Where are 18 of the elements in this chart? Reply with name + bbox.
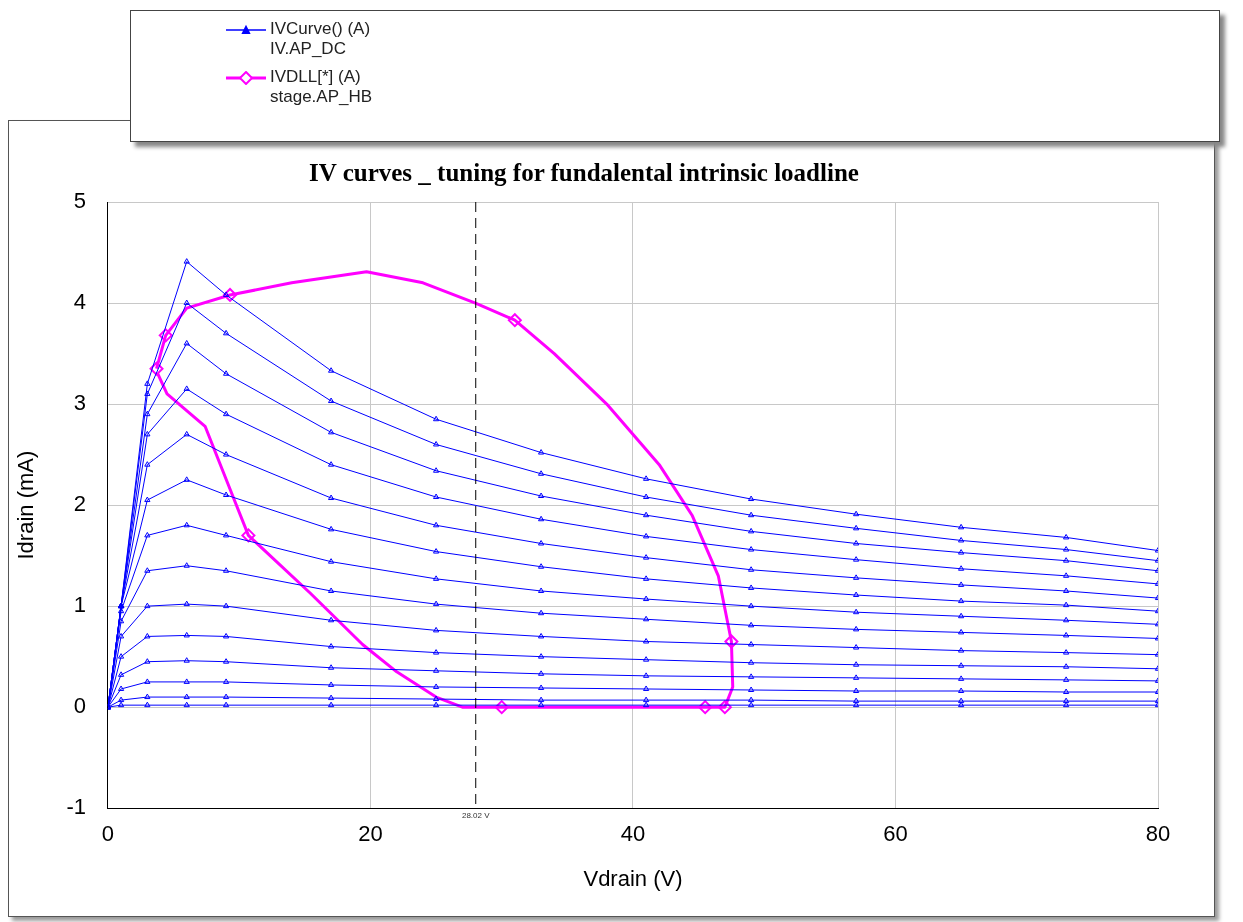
y-tick-label: 1 bbox=[73, 592, 86, 618]
legend-label: IVDLL[*] (A) stage.AP_HB bbox=[270, 67, 373, 107]
y-tick-label: 0 bbox=[73, 693, 86, 719]
x-tick-label: 40 bbox=[620, 821, 646, 847]
y-tick-label: -1 bbox=[66, 794, 86, 820]
x-tick-label: 80 bbox=[1145, 821, 1171, 847]
chart-title: IV curves _ tuning for fundalental intrinsic loadline bbox=[309, 159, 859, 187]
x-axis-title: Vdrain (V) bbox=[583, 865, 683, 891]
ref-line-label: 28.02 V bbox=[461, 811, 491, 821]
x-tick-label: 0 bbox=[101, 821, 115, 847]
y-axis-title: Idrain (mA) bbox=[13, 450, 39, 560]
y-tick-label: 3 bbox=[73, 390, 86, 416]
y-tick-label: 5 bbox=[73, 188, 86, 214]
y-tick-label: 4 bbox=[73, 289, 86, 315]
x-tick-label: 20 bbox=[358, 821, 383, 847]
x-tick-label: 60 bbox=[883, 821, 908, 847]
legend-label: IVCurve() (A) IV.AP_DC bbox=[270, 19, 371, 59]
y-tick-label: 2 bbox=[73, 491, 86, 517]
